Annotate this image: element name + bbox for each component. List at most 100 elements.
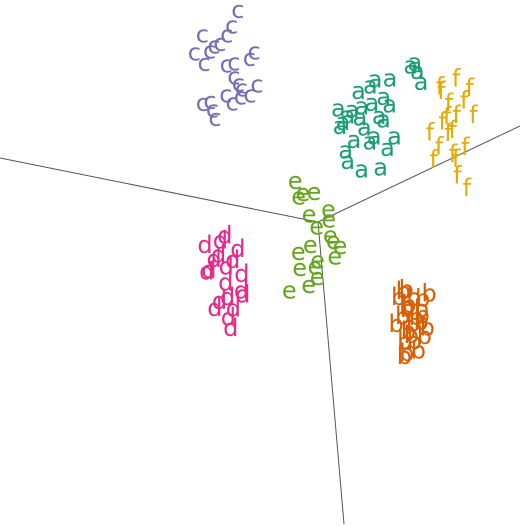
- point-f: f: [452, 101, 461, 129]
- point-e: e: [307, 178, 322, 206]
- point-f: f: [444, 119, 453, 147]
- point-e: e: [309, 213, 324, 241]
- point-f: f: [461, 133, 470, 161]
- point-f: f: [435, 133, 444, 161]
- point-b: b: [413, 308, 428, 336]
- point-d: d: [217, 222, 232, 250]
- point-b: b: [409, 303, 424, 331]
- point-a: a: [383, 64, 398, 92]
- point-b: b: [415, 301, 430, 329]
- point-f: f: [453, 162, 462, 190]
- point-c: c: [207, 31, 220, 59]
- point-b: b: [417, 322, 432, 350]
- point-a: a: [351, 77, 366, 105]
- point-a: a: [376, 106, 391, 134]
- point-d: d: [218, 268, 233, 296]
- point-a: a: [353, 103, 368, 131]
- point-a: a: [376, 83, 391, 111]
- axis-x: [0, 157, 319, 223]
- point-e: e: [282, 276, 297, 304]
- point-d: d: [212, 287, 227, 315]
- point-b: b: [399, 339, 414, 367]
- point-a: a: [362, 128, 377, 156]
- point-a: a: [367, 123, 382, 151]
- point-e: e: [308, 252, 323, 280]
- point-c: c: [203, 36, 216, 64]
- point-a: a: [403, 52, 418, 80]
- axes: [0, 125, 521, 525]
- point-b: b: [391, 283, 406, 311]
- point-d: d: [226, 294, 241, 322]
- point-a: a: [410, 57, 425, 85]
- point-a: a: [363, 72, 378, 100]
- point-f: f: [463, 174, 472, 202]
- point-c: c: [196, 89, 209, 117]
- point-a: a: [357, 113, 372, 141]
- point-e: e: [292, 254, 307, 282]
- point-b: b: [397, 327, 412, 355]
- point-c: c: [206, 96, 219, 124]
- point-e: e: [288, 167, 303, 195]
- point-d: d: [206, 245, 221, 273]
- point-b: b: [388, 310, 403, 338]
- point-a: a: [345, 96, 360, 124]
- point-a: a: [331, 94, 346, 122]
- point-c: c: [227, 48, 240, 76]
- point-e: e: [291, 182, 306, 210]
- point-c: c: [225, 12, 238, 40]
- point-b: b: [407, 327, 422, 355]
- point-a: a: [414, 68, 429, 96]
- point-f: f: [452, 64, 461, 92]
- point-c: c: [219, 81, 232, 109]
- point-a: a: [347, 126, 362, 154]
- point-f: f: [448, 116, 457, 144]
- point-d: d: [220, 283, 235, 311]
- point-a: a: [333, 112, 348, 140]
- point-b: b: [401, 291, 416, 319]
- point-f: f: [437, 77, 446, 105]
- point-c: c: [231, 0, 244, 24]
- point-d: d: [207, 294, 222, 322]
- point-c: c: [197, 49, 210, 77]
- point-a: a: [407, 49, 422, 77]
- point-e: e: [323, 221, 338, 249]
- point-b: b: [420, 313, 435, 341]
- axis-z: [317, 221, 345, 525]
- point-c: c: [232, 70, 245, 98]
- point-b: b: [395, 302, 410, 330]
- point-d: d: [234, 260, 249, 288]
- point-d: d: [235, 281, 250, 309]
- point-e: e: [302, 201, 317, 229]
- point-c: c: [243, 81, 256, 109]
- point-c: c: [188, 39, 201, 67]
- point-c: c: [220, 51, 233, 79]
- point-b: b: [397, 342, 412, 370]
- point-c: c: [250, 70, 263, 98]
- point-b: b: [411, 336, 426, 364]
- point-f: f: [436, 72, 445, 100]
- point-d: d: [199, 258, 214, 286]
- point-a: a: [387, 123, 402, 151]
- point-f: f: [429, 145, 438, 173]
- point-a: a: [380, 134, 395, 162]
- point-b: b: [404, 321, 419, 349]
- point-f: f: [469, 101, 478, 129]
- point-b: b: [401, 317, 416, 345]
- point-f: f: [445, 89, 454, 117]
- point-e: e: [295, 179, 310, 207]
- point-e: e: [321, 205, 336, 233]
- point-a: a: [373, 153, 388, 181]
- point-a: a: [354, 92, 369, 120]
- point-e: e: [326, 227, 341, 255]
- point-e: e: [303, 231, 318, 259]
- point-c: c: [234, 82, 247, 110]
- point-d: d: [221, 303, 236, 331]
- point-d: d: [197, 231, 212, 259]
- point-f: f: [465, 74, 474, 102]
- point-d: d: [201, 256, 216, 284]
- point-c: c: [243, 44, 256, 72]
- point-c: c: [213, 29, 226, 57]
- axis-y: [317, 125, 521, 223]
